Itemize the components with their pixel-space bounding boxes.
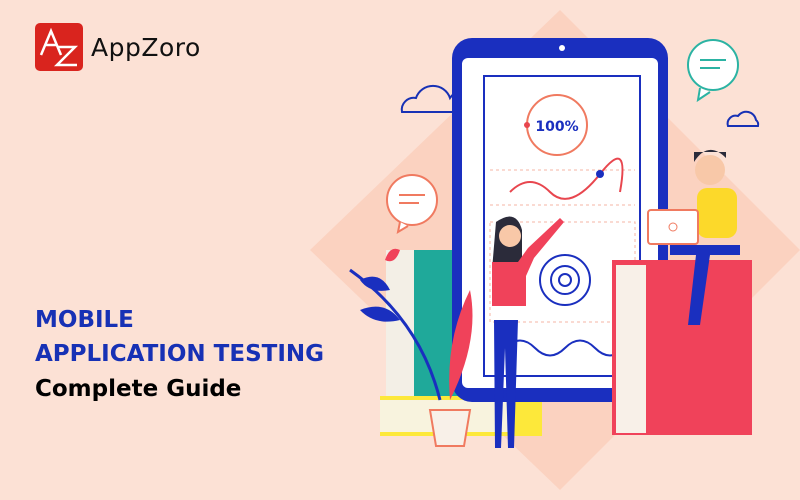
brand-logo[interactable]: AppZoro — [35, 23, 201, 71]
man-with-laptop — [647, 149, 740, 325]
logo-mark — [35, 23, 83, 71]
chat-bubble-icon — [386, 174, 438, 235]
line-chart — [509, 157, 624, 200]
progress-label: 100% — [535, 119, 578, 135]
woman-figure — [492, 216, 564, 448]
headline-line-2: APPLICATION TESTING — [35, 341, 325, 367]
headline: MOBILE APPLICATION TESTING Complete Guid… — [35, 303, 324, 407]
plant — [349, 248, 473, 447]
brand-name: AppZoro — [91, 32, 201, 62]
cloud-icon — [726, 110, 760, 127]
headline-line-1: MOBILE — [35, 307, 134, 333]
headline-subtitle: Complete Guide — [35, 376, 242, 402]
chat-bubble-icon — [687, 39, 739, 103]
